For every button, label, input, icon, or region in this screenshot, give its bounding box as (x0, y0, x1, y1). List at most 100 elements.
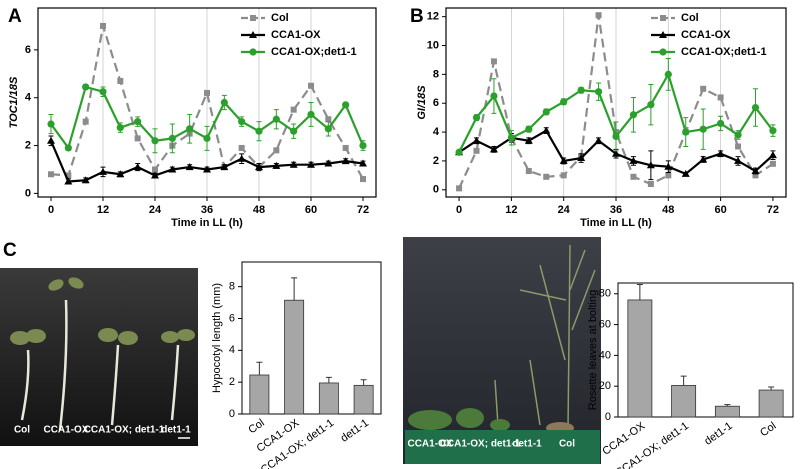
marker (507, 134, 515, 142)
marker (64, 144, 72, 152)
marker (133, 163, 142, 171)
marker (717, 94, 724, 101)
photo-label: CCA1-OX (43, 425, 88, 436)
y-tick-label: 2 (25, 139, 31, 151)
photo-label: Col (559, 439, 575, 450)
marker (290, 127, 298, 135)
photo-seedlings (0, 268, 198, 446)
marker (559, 156, 568, 164)
marker (99, 88, 107, 96)
y-tick-label: 4 (229, 344, 235, 356)
legend-label: Col (681, 12, 699, 24)
x-tick-label: 12 (97, 204, 109, 216)
y-tick-label: 6 (25, 44, 31, 56)
photo-label: det1-1 (161, 425, 191, 436)
marker (324, 159, 333, 167)
marker (629, 111, 638, 119)
marker (612, 149, 620, 157)
marker (65, 172, 72, 179)
marker (659, 48, 667, 56)
plot-frame (617, 282, 794, 418)
panel-letter: A (8, 6, 22, 27)
bar (758, 389, 784, 418)
y-axis-label: Rosette leaves at bolting (587, 290, 599, 410)
marker (560, 172, 567, 179)
marker (152, 166, 158, 173)
x-tick-label: 36 (201, 204, 213, 216)
marker (455, 148, 463, 156)
marker (716, 149, 725, 157)
x-tick-label: Col (758, 420, 778, 439)
marker (472, 136, 481, 144)
y-axis-label: Hypocotyl length (mm) (211, 283, 223, 393)
marker (249, 31, 257, 38)
photo-label: CCA1-OX (407, 439, 452, 450)
marker (664, 70, 672, 78)
marker (490, 58, 497, 65)
bar (714, 405, 740, 418)
marker (751, 103, 760, 112)
marker (168, 165, 177, 173)
marker (630, 173, 637, 180)
marker (81, 176, 90, 184)
marker (699, 125, 707, 133)
marker (255, 163, 263, 171)
y-tick-label: 4 (25, 92, 32, 104)
marker (203, 134, 211, 142)
y-tick-label: 12 (427, 11, 439, 23)
marker (769, 160, 776, 167)
bar (627, 299, 653, 418)
marker (542, 126, 551, 134)
marker (456, 185, 463, 192)
marker (734, 131, 742, 139)
plot-frame (37, 7, 377, 198)
marker (220, 98, 228, 107)
y-axis-label: GI/18S (416, 85, 428, 120)
marker (769, 127, 777, 135)
marker (768, 151, 777, 159)
marker (117, 77, 124, 84)
marker (542, 108, 550, 116)
marker (341, 157, 350, 165)
marker (203, 165, 211, 173)
x-tick-label: 36 (610, 204, 622, 216)
y-tick-label: 4 (433, 126, 440, 138)
marker (699, 155, 708, 163)
x-tick-label: det1-1 (339, 417, 371, 445)
marker (594, 88, 603, 96)
x-tick-label: 12 (505, 204, 517, 216)
marker (204, 89, 210, 96)
bar (671, 385, 697, 418)
marker (700, 85, 707, 92)
x-tick-label: 72 (357, 204, 369, 216)
marker (359, 159, 367, 167)
marker (473, 147, 480, 154)
error-bar (291, 277, 298, 301)
x-tick-label: 60 (305, 204, 317, 216)
y-tick-label: 20 (599, 380, 611, 392)
marker (682, 128, 690, 136)
marker (342, 101, 350, 109)
y-tick-label: 8 (229, 281, 235, 293)
marker (646, 161, 655, 169)
x-tick-label: 0 (456, 204, 462, 216)
x-tick-label: 48 (253, 204, 265, 216)
marker (490, 92, 498, 100)
marker (82, 83, 90, 91)
photo-label: det1-1 (512, 439, 542, 450)
y-tick-label: 8 (433, 68, 439, 80)
x-tick-label: 24 (558, 204, 571, 216)
photo-label: CCA1-OX; det1-1 (440, 439, 521, 450)
marker (342, 144, 349, 151)
marker (577, 154, 586, 162)
bar (249, 374, 270, 415)
marker (220, 163, 229, 171)
marker (525, 168, 532, 175)
marker (751, 167, 760, 175)
marker (560, 98, 568, 106)
y-axis-label: TOC1/18S (8, 76, 20, 128)
legend-label: CCA1-OX (271, 29, 321, 41)
y-tick-label: 60 (599, 318, 611, 330)
marker (325, 116, 332, 123)
marker (307, 110, 315, 119)
